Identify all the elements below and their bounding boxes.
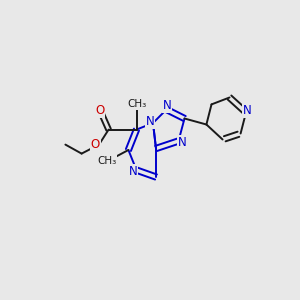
Text: N: N (128, 165, 137, 178)
Text: CH₃: CH₃ (128, 99, 147, 110)
Text: N: N (178, 136, 187, 149)
Text: N: N (163, 99, 172, 112)
Text: CH₃: CH₃ (97, 156, 116, 166)
Text: N: N (146, 115, 154, 128)
Text: O: O (95, 104, 104, 118)
Text: O: O (91, 138, 100, 151)
Text: N: N (243, 104, 252, 118)
